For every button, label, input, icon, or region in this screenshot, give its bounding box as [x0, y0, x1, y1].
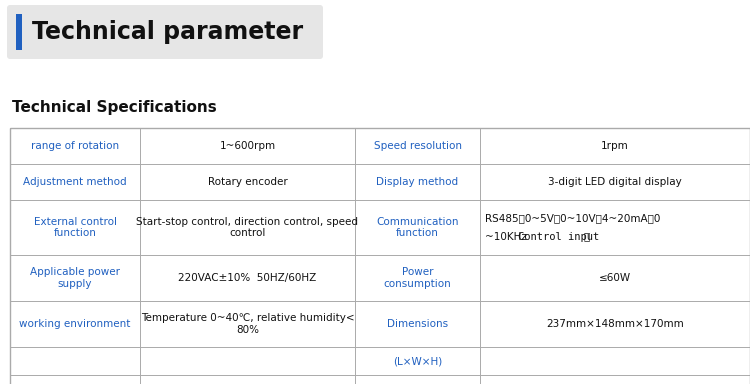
Text: External control
function: External control function [34, 217, 116, 238]
Text: working environment: working environment [20, 319, 130, 329]
Bar [10, 128, 750, 384]
Text: 1~600rpm: 1~600rpm [220, 141, 275, 151]
Text: Control input: Control input [518, 232, 599, 242]
Text: Power
consumption: Power consumption [383, 267, 452, 289]
Text: Adjustment method: Adjustment method [23, 177, 127, 187]
Text: Technical Specifications: Technical Specifications [12, 100, 217, 115]
Text: Start-stop control, direction control, speed
control: Start-stop control, direction control, s… [136, 217, 358, 238]
Text: Speed resolution: Speed resolution [374, 141, 461, 151]
Text: 3-digit LED digital display: 3-digit LED digital display [548, 177, 682, 187]
Text: RS485（0~5V、0~10V、4~20mA、0: RS485（0~5V、0~10V、4~20mA、0 [485, 214, 660, 223]
Text: range of rotation: range of rotation [31, 141, 119, 151]
Text: (L×W×H): (L×W×H) [393, 356, 442, 366]
Text: Communication
function: Communication function [376, 217, 459, 238]
Text: 220VAC±10%  50HZ/60HZ: 220VAC±10% 50HZ/60HZ [178, 273, 316, 283]
Text: Applicable power
supply: Applicable power supply [30, 267, 120, 289]
Text: Rotary encoder: Rotary encoder [208, 177, 287, 187]
Text: ~10KHz: ~10KHz [485, 232, 530, 242]
Bar [16, 14, 22, 50]
Text: Display method: Display method [376, 177, 458, 187]
Text: ≤60W: ≤60W [599, 273, 631, 283]
Text: 1rpm: 1rpm [602, 141, 628, 151]
FancyBboxPatch shape [7, 5, 323, 59]
Text: Technical parameter: Technical parameter [32, 20, 303, 44]
Text: 237mm×148mm×170mm: 237mm×148mm×170mm [546, 319, 684, 329]
Text: Dimensions: Dimensions [387, 319, 448, 329]
Text: ）: ） [583, 232, 590, 242]
Text: Temperature 0~40℃, relative humidity<
80%: Temperature 0~40℃, relative humidity< 80… [141, 313, 354, 335]
